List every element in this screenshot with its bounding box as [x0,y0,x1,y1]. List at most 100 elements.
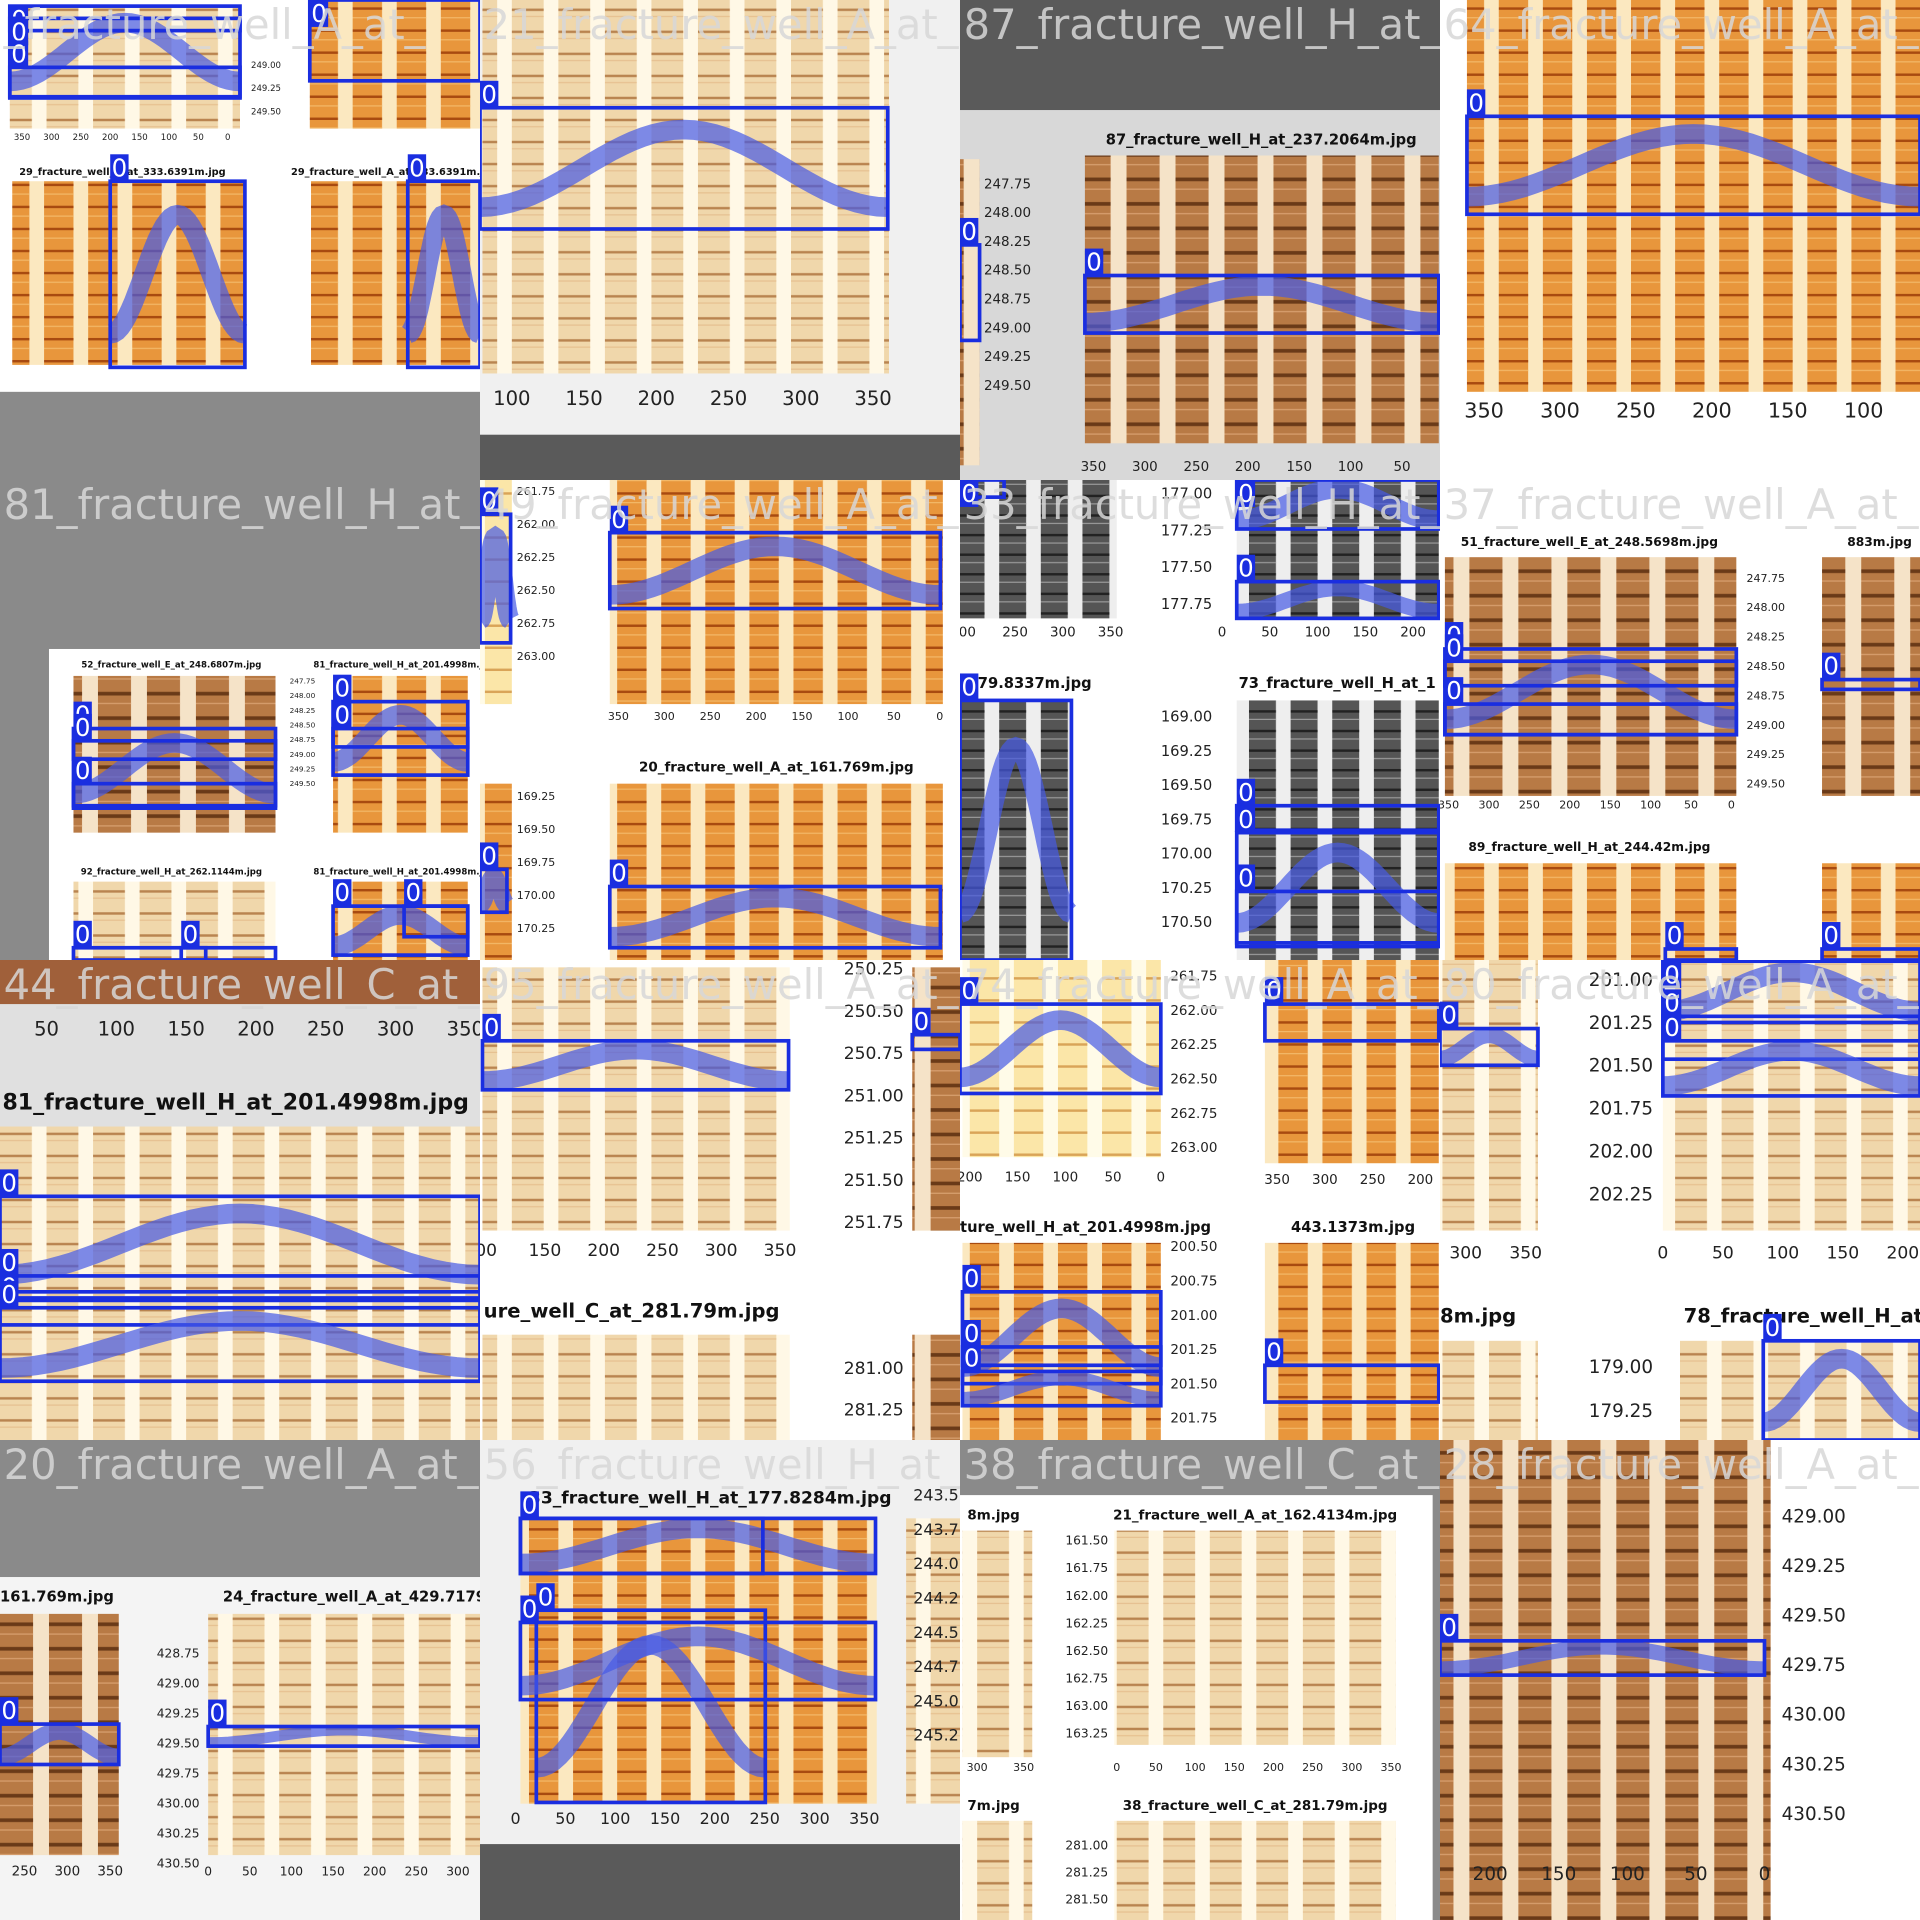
box-label: 0 [1446,676,1462,705]
detection-box [71,945,278,960]
axis-label: 0 [510,1809,520,1828]
axis-label: 251.75 [844,1213,904,1233]
box-label: 0 [522,1595,538,1624]
axis-label: 170.00 [517,889,556,902]
axis-label: 150 [1286,460,1312,475]
fracture-trace [72,733,277,804]
axis-label: 150 [1224,1761,1245,1774]
fracture-trace [480,525,519,628]
axis-label: 281.50 [1065,1892,1108,1906]
fracture-trace [960,1010,1162,1088]
log-image [309,0,480,129]
tile: 100 150 200 250 300 350 0 21_fracture_well_A_at… [480,0,960,480]
detection-box [1083,273,1440,335]
box-label: 0 [611,505,627,534]
axis-label: 150 [321,1864,344,1878]
axis-label: 250 [1519,798,1540,811]
axis-label: 200 [1263,1761,1284,1774]
axis-label: 429.50 [1782,1606,1846,1627]
fracture-trace [962,1369,1162,1408]
axis-label: 429.50 [157,1736,200,1750]
box-label: 0 [112,153,128,182]
box-label-bg [309,0,329,27]
box-label-bg [333,879,352,907]
axis-label: 249.00 [984,321,1031,336]
tile: ure_well_C_at_281.79m.jpg 250.25 250.50 250… [480,960,960,1440]
box-label-bg [520,1491,539,1519]
axis-label: 248.50 [984,264,1031,279]
axis-label: 162.25 [1065,1616,1108,1630]
detection-box [1443,702,1739,737]
detection-box [1440,1026,1540,1068]
axis-label: 249.25 [984,350,1031,365]
fracture-trace [108,204,248,344]
fracture-trace [1466,124,1920,207]
axis-label: 150 [1352,626,1378,641]
box-label: 0 [1238,778,1254,807]
axis-label: 350 [1264,1173,1290,1188]
tile-title: 49_fracture_well_A_at_443.1373m.jpg [484,480,1276,529]
axis-label: 244.0 [913,1554,959,1573]
tile-title: 81_fracture_well_H_at_201.4998m.jpg [4,480,798,529]
box-label: 0 [1,1248,17,1277]
axis-label: 250 [1183,460,1209,475]
log-image [1084,155,1439,444]
axis-label: 250 [405,1864,428,1878]
tile-background [480,434,960,480]
axis-label: 169.00 [1161,708,1212,725]
box-label: 0 [964,1264,980,1293]
axis-label: 249.50 [984,379,1031,394]
image-caption: 161.769m.jpg [0,1589,114,1606]
axis-label: 50 [1712,1244,1734,1264]
log-image [1466,0,1920,392]
axis-label: 169.25 [517,790,556,803]
image-caption: 92_fracture_well_H_at_262.1144m.jpg [81,867,262,877]
axis-label: 300 [446,1864,469,1878]
detection-box [607,530,943,611]
axis-label: 200 [102,133,118,143]
axis-label: 200 [638,387,675,410]
axis-label: 200 [1235,460,1261,475]
image-caption: 87_fracture_well_H_at_237.2064m.jpg [1106,131,1417,148]
axis-label: 250.25 [844,960,904,980]
axis-label: 247.75 [290,676,316,685]
box-label: 0 [961,217,977,246]
fracture-trace [1662,1040,1920,1096]
box-label-bg [1236,805,1256,833]
box-label: 0 [75,920,91,949]
box-label: 0 [1446,633,1462,662]
axis-label: 262.75 [1170,1107,1217,1122]
axis-label: 50 [242,1864,258,1878]
box-label-bg [110,154,129,182]
image-caption: 24_fracture_well_A_at_429.7179m.jpg [223,1589,533,1606]
box-label: 0 [481,486,497,515]
axis-label: 150 [1541,1864,1576,1885]
axis-label: 202.00 [1589,1141,1653,1162]
axis-label: 251.25 [844,1129,904,1149]
box-label: 0 [961,976,977,1005]
detection-box [1820,947,1920,960]
axis-label: 201.50 [1589,1056,1653,1077]
box-label: 0 [75,756,91,785]
axis-label: 251.00 [844,1086,904,1106]
detection-box [960,480,1006,499]
axis-label: 100 [600,1809,630,1828]
box-label: 0 [75,713,91,742]
box-label: 0 [1765,1313,1781,1342]
fracture-trace [520,1626,876,1696]
axis-label: 177.50 [1161,559,1212,576]
box-label-bg [0,1280,19,1308]
box-label: 0 [522,1490,538,1519]
detection-box [480,1038,791,1092]
box-label: 0 [1,1168,17,1197]
box-label: 0 [1238,554,1254,583]
box-label: 0 [1238,805,1254,834]
tile-title: 74_fracture_well_A_at_443 [964,960,1518,1009]
axis-label: 0 [1218,626,1227,641]
axis-label: 150 [167,1017,204,1040]
axis-label: 281.00 [1065,1839,1108,1853]
image-caption: 73_fracture_well_H_at_1 [1239,675,1436,692]
axis-label: 200 [1559,798,1580,811]
image-caption: 8m.jpg [1440,1304,1516,1327]
axis-label: 430.25 [1782,1754,1846,1775]
